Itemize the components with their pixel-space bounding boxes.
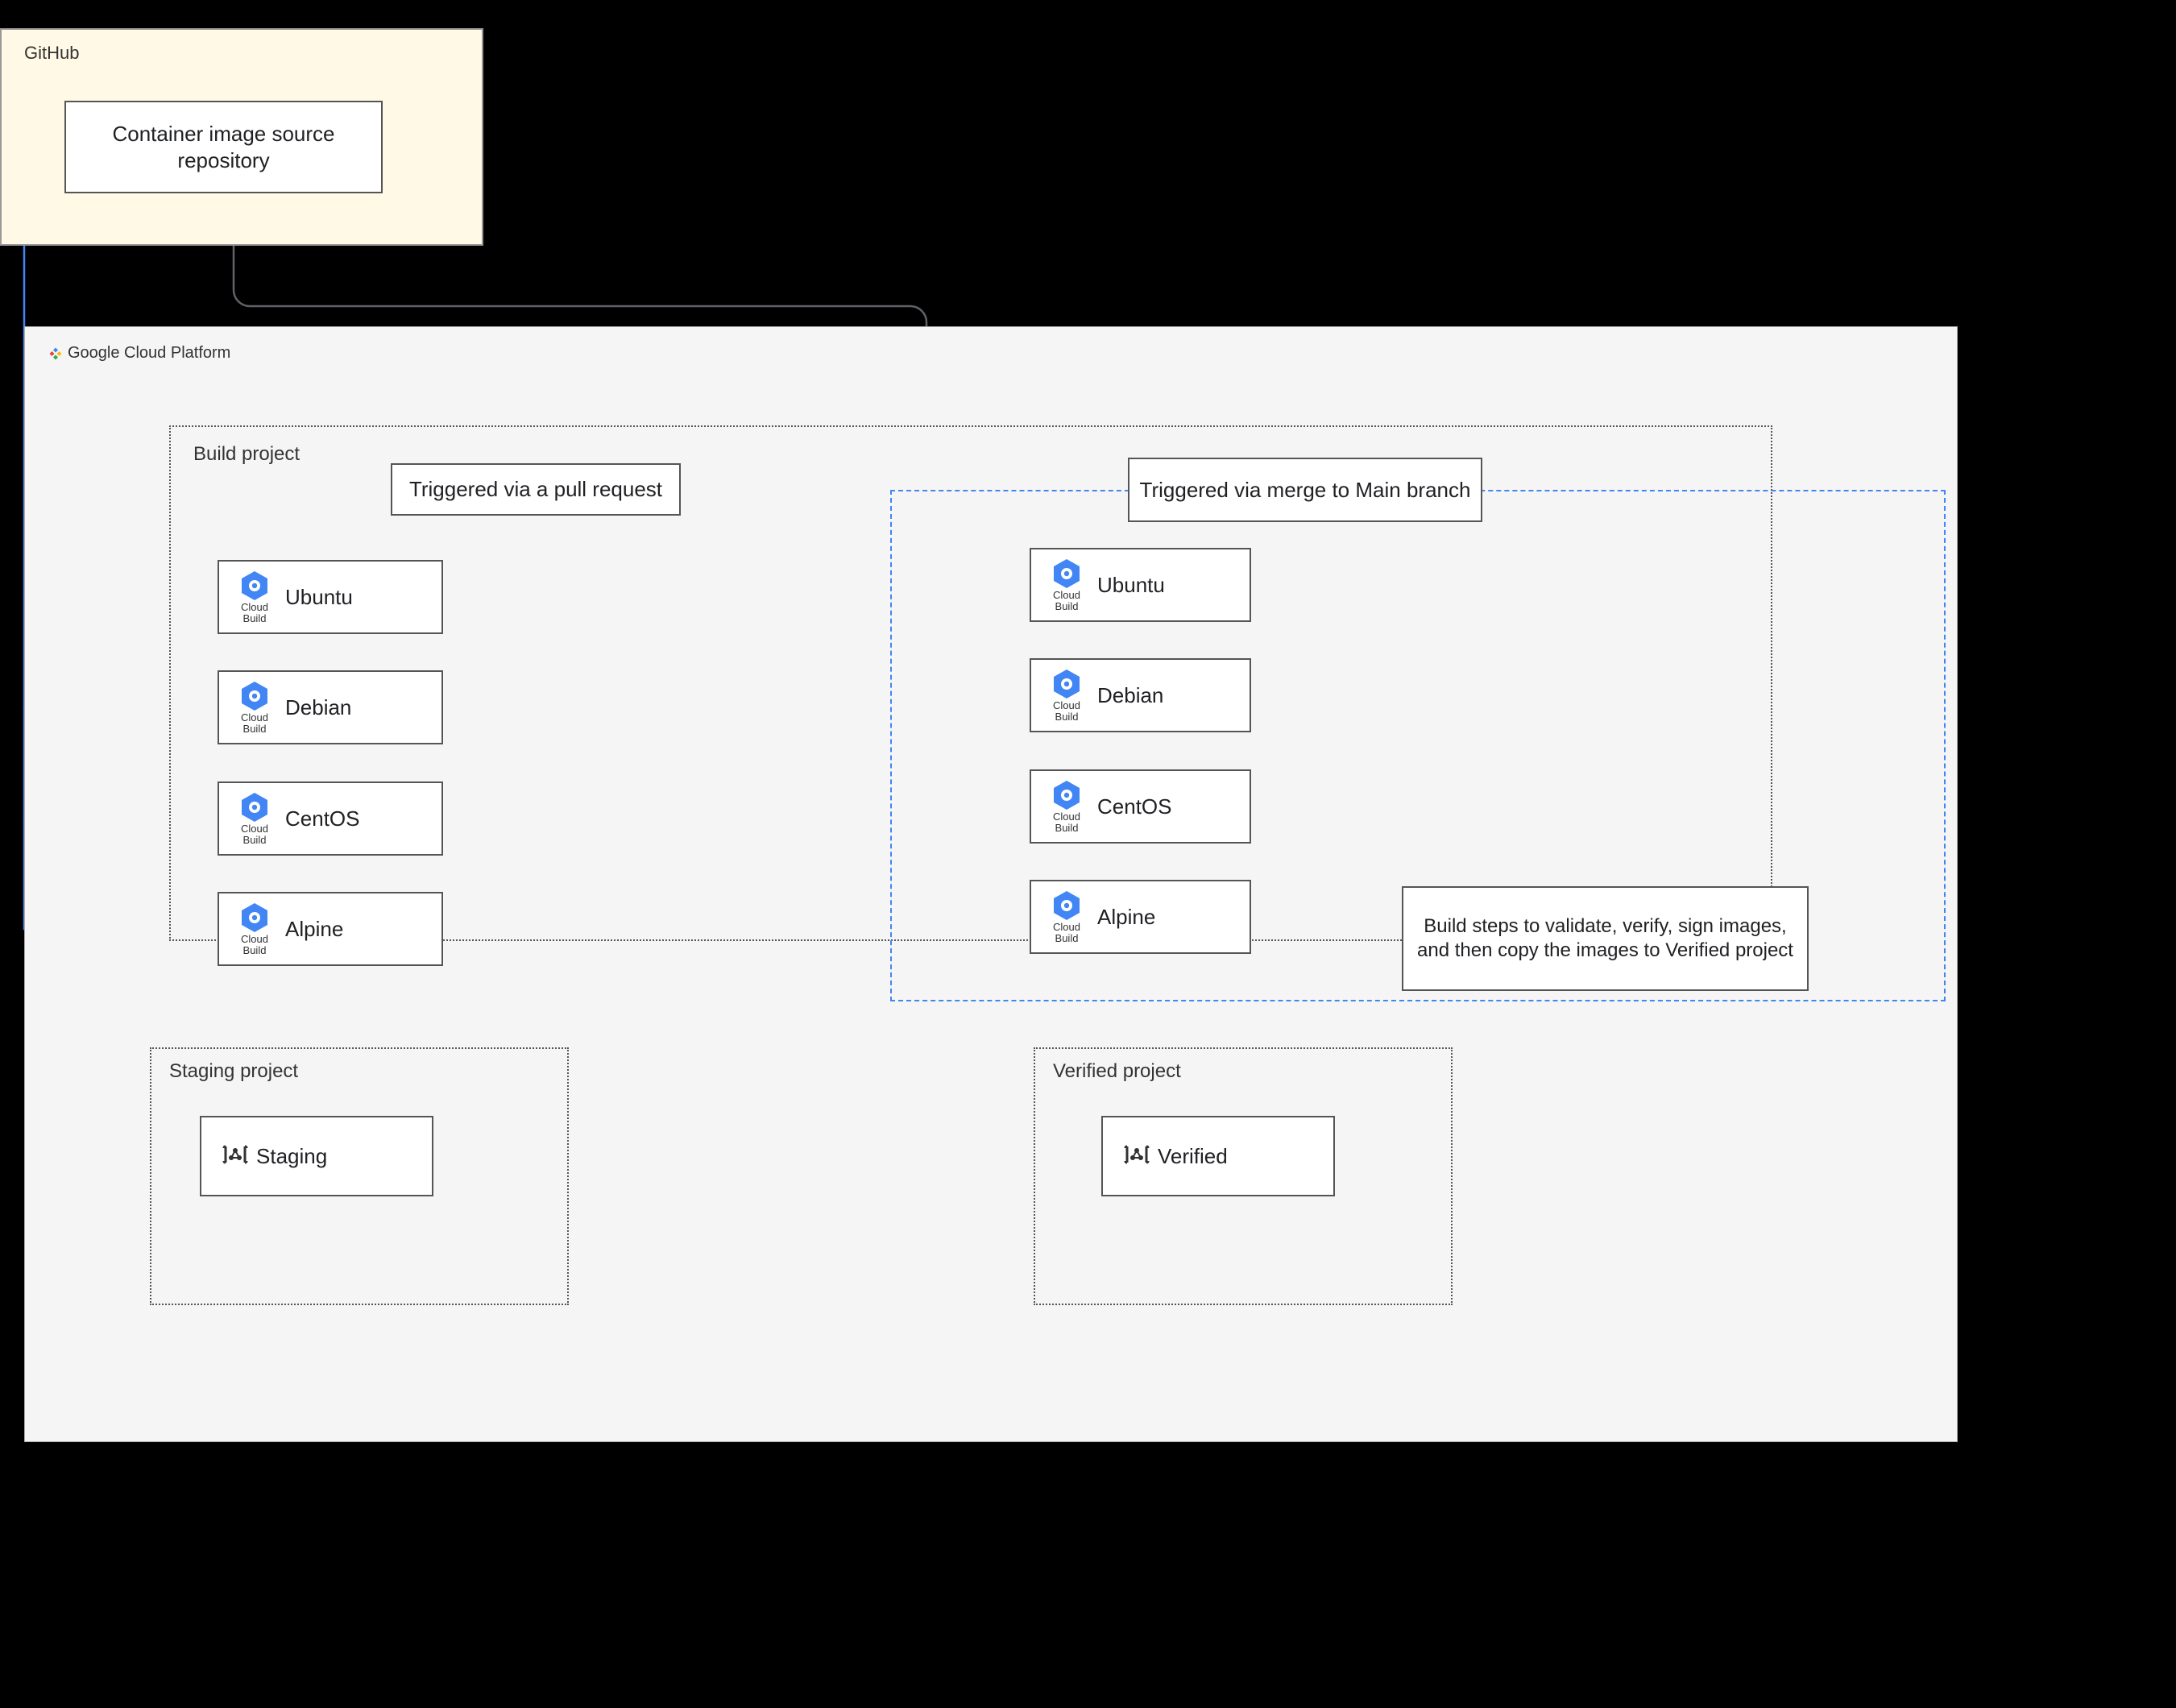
cloud-build-icon: CloudBuild — [230, 680, 279, 734]
verified-project-label: Verified project — [1053, 1060, 1181, 1083]
cloudbuild-left-alpine: CloudBuildAlpine — [218, 892, 443, 966]
cloudbuild-right-alpine: CloudBuildAlpine — [1030, 880, 1251, 954]
staging-project-label: Staging project — [169, 1060, 298, 1083]
cloud-build-icon: CloudBuild — [230, 570, 279, 624]
cloudbuild-right-ubuntu: CloudBuildUbuntu — [1030, 548, 1251, 622]
cloudbuild-right-debian: CloudBuildDebian — [1030, 658, 1251, 732]
cloud-build-icon: CloudBuild — [1042, 779, 1091, 833]
trigger-merge-main: Triggered via merge to Main branch — [1128, 458, 1482, 522]
cloud-build-icon: CloudBuild — [230, 902, 279, 956]
repo-node: Container image source repository — [64, 101, 383, 193]
cloudbuild-left-debian: CloudBuildDebian — [218, 670, 443, 744]
diagram-stage: GitHub Container image source repository G… — [0, 0, 2176, 1708]
gcp-label: Google Cloud Platform — [48, 344, 230, 363]
github-label: GitHub — [24, 43, 79, 64]
cloud-build-icon: CloudBuild — [1042, 558, 1091, 611]
cloudbuild-left-centos: CloudBuildCentOS — [218, 781, 443, 856]
artifact-registry-icon — [221, 1140, 250, 1173]
build-project-label: Build project — [193, 443, 300, 466]
cloud-build-icon: CloudBuild — [1042, 668, 1091, 722]
verified-node: Verified — [1101, 1116, 1335, 1196]
cloud-build-icon: CloudBuild — [230, 791, 279, 845]
artifact-registry-icon — [1122, 1140, 1151, 1173]
cloudbuild-left-ubuntu: CloudBuildUbuntu — [218, 560, 443, 634]
cloudbuild-right-centos: CloudBuildCentOS — [1030, 769, 1251, 844]
trigger-pull-request: Triggered via a pull request — [391, 463, 681, 516]
cloud-build-icon: CloudBuild — [1042, 889, 1091, 943]
staging-node: Staging — [200, 1116, 433, 1196]
build-steps-label: Build steps to validate, verify, sign im… — [1402, 886, 1809, 991]
